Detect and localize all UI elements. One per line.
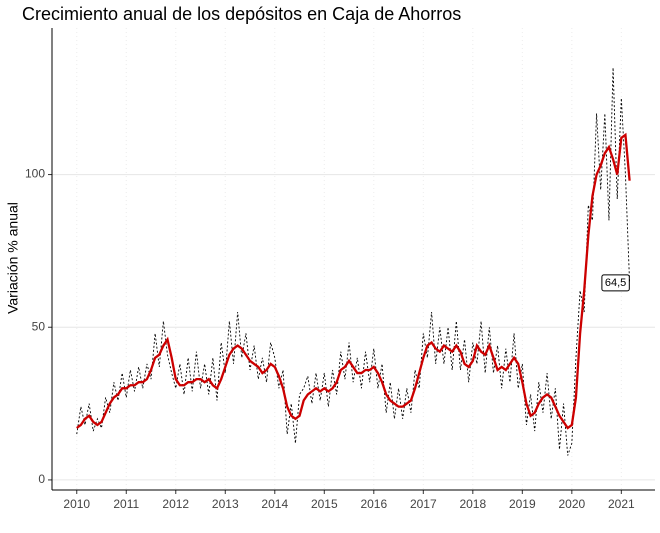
y-tick-label: 0 [38, 472, 45, 486]
x-tick-label: 2017 [410, 497, 437, 511]
x-tick-label: 2020 [558, 497, 585, 511]
x-tick-label: 2012 [162, 497, 189, 511]
x-tick-label: 2021 [608, 497, 635, 511]
x-tick-label: 2016 [360, 497, 387, 511]
x-tick-label: 2011 [113, 497, 139, 511]
x-tick-label: 2015 [311, 497, 338, 511]
y-axis-label: Variación % anual [5, 202, 21, 314]
x-tick-label: 2014 [261, 497, 288, 511]
annotation: 64,5 [605, 277, 626, 289]
x-tick-label: 2010 [63, 497, 90, 511]
x-tick-label: 2018 [459, 497, 486, 511]
y-tick-label: 50 [32, 319, 46, 333]
chart-title: Crecimiento anual de los depósitos en Ca… [22, 4, 461, 24]
annotation-box [601, 274, 630, 292]
x-tick-label: 2019 [509, 497, 536, 511]
series-line [76, 67, 631, 456]
x-tick-label: 2013 [212, 497, 239, 511]
y-tick-label: 100 [25, 167, 45, 181]
series-line [76, 132, 631, 430]
